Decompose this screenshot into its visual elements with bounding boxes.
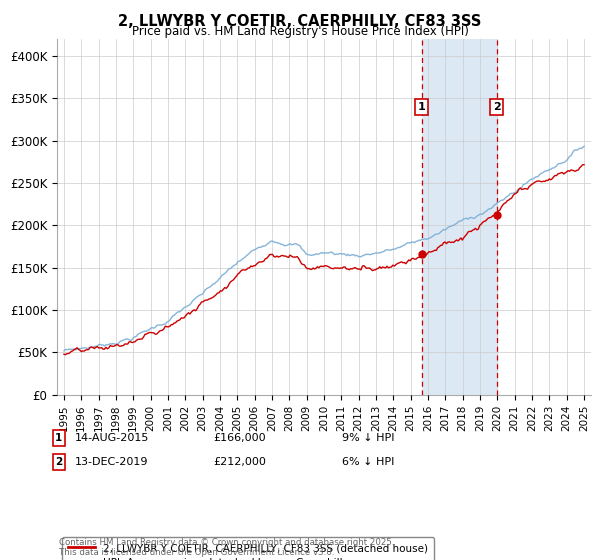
Text: 1: 1 bbox=[55, 433, 62, 443]
Bar bbox=[422, 39, 497, 395]
Text: 2, LLWYBR Y COETIR, CAERPHILLY, CF83 3SS: 2, LLWYBR Y COETIR, CAERPHILLY, CF83 3SS bbox=[118, 14, 482, 29]
Text: 14-AUG-2015: 14-AUG-2015 bbox=[75, 433, 149, 443]
Text: £166,000: £166,000 bbox=[213, 433, 266, 443]
Text: 2: 2 bbox=[493, 102, 500, 112]
Text: Price paid vs. HM Land Registry's House Price Index (HPI): Price paid vs. HM Land Registry's House … bbox=[131, 25, 469, 38]
Text: £212,000: £212,000 bbox=[213, 457, 266, 467]
Text: 9% ↓ HPI: 9% ↓ HPI bbox=[342, 433, 395, 443]
Text: 2: 2 bbox=[55, 457, 62, 467]
Legend: 2, LLWYBR Y COETIR, CAERPHILLY, CF83 3SS (detached house), HPI: Average price, d: 2, LLWYBR Y COETIR, CAERPHILLY, CF83 3SS… bbox=[62, 537, 434, 560]
Text: 1: 1 bbox=[418, 102, 425, 112]
Text: Contains HM Land Registry data © Crown copyright and database right 2025.
This d: Contains HM Land Registry data © Crown c… bbox=[59, 538, 394, 557]
Text: 6% ↓ HPI: 6% ↓ HPI bbox=[342, 457, 394, 467]
Text: 13-DEC-2019: 13-DEC-2019 bbox=[75, 457, 149, 467]
